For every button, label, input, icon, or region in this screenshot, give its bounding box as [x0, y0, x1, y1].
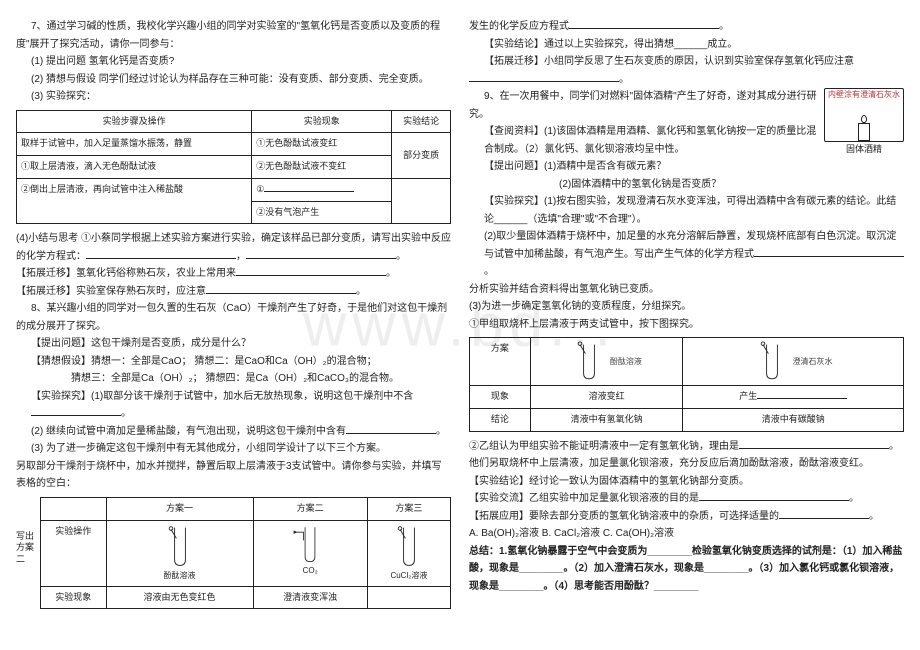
r1: 发生的化学反应方程式。	[469, 18, 904, 36]
q9c: 【实验探究】(1)按右图实验，发现澄清石灰水变浑浊，可得出酒精中含有碳元素的结论…	[484, 193, 904, 228]
t3r2-2: 产生	[683, 386, 904, 409]
q8b2: 猜想三：全部是Ca（OH）₂； 猜想四：是Ca（OH）₂和CaCO₃的混合物。	[71, 370, 451, 388]
t2-sidelabel: 写出方案二	[16, 493, 40, 566]
left-column: 7、通过学习碱的性质，我校化学兴趣小组的同学对实验室的"氢氧化钙是否变质以及变质…	[16, 18, 451, 615]
q8c2: (2) 继续向试管中滴加足量稀盐酸，有气泡出现，说明这包干燥剂中含有。	[16, 423, 451, 441]
t2-diag-a: 酚酞溶液	[106, 520, 253, 586]
t1-r1c0: ①取上层清液，滴入无色酚酞试液	[17, 156, 252, 179]
t2h1: 方案一	[106, 497, 253, 520]
t3r2-0: 现象	[470, 386, 531, 409]
q8b: 【猜想假设】猜想一：全部是CaO； 猜想二：是CaO和Ca（OH）₂的混合物；	[31, 353, 451, 371]
t1-r3c1: ②没有气泡产生	[252, 201, 392, 224]
t1-h2: 实验结论	[392, 110, 451, 133]
q9d: (2)取少量固体酒精于烧杯中，加足量的水充分溶解后静置，发现烧杯底部有白色沉淀。…	[484, 228, 904, 281]
q7-1: (1) 提出问题 氢氧化钙是否变质?	[16, 53, 451, 71]
q7-4: (4)小结与思考 ①小蔡同学根据上述实验方案进行实验，确定该样品已部分变质，请写…	[16, 230, 451, 265]
t2r2: 实验现象	[41, 586, 107, 609]
t1-r0c1: ①无色酚酞试液变红	[252, 133, 392, 156]
q8c3: (3) 为了进一步确定这包干燥剂中有无其他成分，小组同学设计了以下三个方案。	[16, 440, 451, 458]
r3: 【拓展迁移】小组同学反思了生石灰变质的原因，认识到实验室保存氢氧化钙应注意	[484, 53, 904, 71]
t2r2b: 澄清液变浑浊	[253, 586, 367, 609]
q8c: 【实验探究】(1)取部分该干燥剂于试管中，加水后无放热现象，说明这包干燥剂中不含…	[31, 388, 451, 423]
q7-text: 7、通过学习碱的性质，我校化学兴趣小组的同学对实验室的"氢氧化钙是否变质以及变质…	[16, 18, 451, 53]
t1-r2c2	[392, 178, 451, 224]
q7-2: (2) 猜想与假设 同学们经过讨论认为样品存在三种可能：没有变质、部分变质、完全…	[16, 71, 451, 89]
t2h2: 方案二	[253, 497, 367, 520]
q7-4c: 【拓展迁移】实验室保存熟石灰时，应注意。	[16, 283, 451, 301]
t1-r1c1: ②无色酚酞试液不变红	[252, 156, 392, 179]
t1-r2c1: ①	[252, 178, 392, 201]
t1-h0: 实验步骤及操作	[17, 110, 252, 133]
two-column-page: 7、通过学习碱的性质，我校化学兴趣小组的同学对实验室的"氢氧化钙是否变质以及变质…	[0, 0, 920, 633]
t3r2-1: 溶液变红	[530, 386, 683, 409]
r2: 【实验结论】通过以上实验探究，得出猜想______成立。	[484, 36, 904, 54]
q9i: 他们另取烧杯中上层清液，加足量氯化钡溶液，充分反应后滴加酚酞溶液，酚酞溶液变红。	[469, 455, 904, 473]
t2-diag-c: CuCl₂溶液	[367, 520, 450, 586]
t3r3-1: 清液中有氢氧化钠	[530, 409, 683, 432]
summary: 总结：1.氢氧化钠暴露于空气中会变质为________检验氢氧化钠变质选择的试剂…	[469, 543, 904, 596]
q9j: 【实验结论】经讨论一致认为固体酒精中的氢氧化钠部分变质。	[469, 473, 904, 491]
t1-h1: 实验现象	[252, 110, 392, 133]
t1-r0c2: 部分变质	[392, 133, 451, 179]
q7-3: (3) 实验探究：	[16, 88, 451, 106]
apparatus-figure: 内壁涂有澄清石灰水 固体酒精	[824, 88, 904, 158]
t2r1: 实验操作	[41, 520, 107, 586]
q8a: 【提出问题】这包干燥剂是否变质，成分是什么？	[31, 335, 451, 353]
t3-diag-b: 澄清石灰水	[683, 338, 904, 386]
q7-4b: 【拓展迁移】氢氧化钙俗称熟石灰，农业上常用来。	[16, 265, 451, 283]
q8c4: 另取部分干燥剂于烧杯中，加水并搅拌，静置后取上层清液于3支试管中。请你参与实验，…	[16, 458, 451, 493]
q9l: 【拓展应用】要除去部分变质的氢氧化钠溶液中的杂质，可选择适量的。	[469, 508, 904, 526]
t2-diag-b: CO₂	[253, 520, 367, 586]
t3r3-2: 清液中有碳酸钠	[683, 409, 904, 432]
q9f: (3)为进一步确定氢氧化钠的变质程度，分组探究。	[469, 298, 904, 316]
table-3: 方案 酚酞溶液 澄清石灰水 现象 溶液变红 产生 结论 清液中有氢氧化钠 清液中…	[469, 337, 904, 432]
t3h0: 方案	[470, 338, 531, 386]
table-2: 方案一 方案二 方案三 实验操作 酚酞溶液 CO₂	[40, 497, 451, 610]
q9k: 【实验交流】乙组实验中加足量氯化钡溶液的目的是。	[469, 490, 904, 508]
t2r2a: 溶液由无色变红色	[106, 586, 253, 609]
t2h0	[41, 497, 107, 520]
t3r3-0: 结论	[470, 409, 531, 432]
q9e: 分析实验并结合资料得出氢氧化钠已变质。	[469, 281, 904, 299]
q9h: ②乙组认为甲组实验不能证明清液中一定有氢氧化钠，理由是。	[469, 438, 904, 456]
table-1: 实验步骤及操作 实验现象 实验结论 取样于试管中，加入足量蒸馏水振荡，静置 ①无…	[16, 110, 451, 225]
q9b2: (2)固体酒精中的氢氧化钠是否变质？	[559, 176, 904, 194]
q9b: 【提出问题】(1)酒精中是否含有碳元素？	[484, 158, 904, 176]
t2r2c	[367, 586, 450, 609]
t1-r0c0: 取样于试管中，加入足量蒸馏水振荡，静置	[17, 133, 252, 156]
q9g: ①甲组取烧杯上层清液于两支试管中，按下图探究。	[469, 316, 904, 334]
q9opt: A. Ba(OH)₂溶液 B. CaCl₂溶液 C. Ca(OH)₂溶液	[469, 525, 904, 543]
q8: 8、某兴趣小组的同学对一包久置的生石灰（CaO）干燥剂产生了好奇，于是他们对这包…	[16, 300, 451, 335]
t2h3: 方案三	[367, 497, 450, 520]
t1-r2c0: ②倒出上层清液，再向试管中注入稀盐酸	[17, 178, 252, 224]
t3-diag-a: 酚酞溶液	[530, 338, 683, 386]
right-column: 发生的化学反应方程式。 【实验结论】通过以上实验探究，得出猜想______成立。…	[469, 18, 904, 615]
